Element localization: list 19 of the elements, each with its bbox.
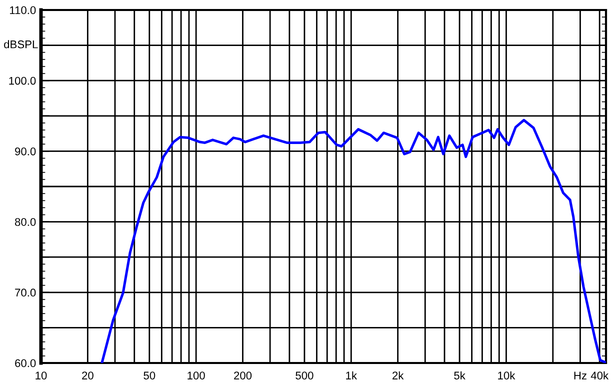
x-tick-label: 5k (454, 371, 466, 380)
y-tick-label: 60.0 (15, 359, 36, 368)
x-tick-label: 2k (392, 371, 404, 380)
x-tick-label: 10k (498, 371, 516, 380)
y-tick-label: 80.0 (15, 218, 36, 226)
x-tick-label: 10 (36, 372, 47, 380)
y-axis-title: dBSPL (4, 40, 38, 48)
x-tick-label: 100 (188, 372, 205, 380)
y-tick-label: 90.0 (15, 147, 36, 156)
x-tick-label: 200 (234, 372, 252, 380)
x-tick-label: 40k (590, 371, 609, 380)
y-tick-label: 70.0 (15, 288, 36, 297)
x-tick-label: 20 (82, 372, 94, 380)
y-tick-label: 100.0 (9, 76, 36, 85)
x-tick-label: 50 (144, 372, 156, 380)
x-tick-label: 1k (346, 371, 358, 380)
x-tick-label: Hz (574, 372, 586, 380)
x-tick-label: 500 (296, 372, 314, 380)
y-tick-label: 110.0 (10, 6, 36, 14)
